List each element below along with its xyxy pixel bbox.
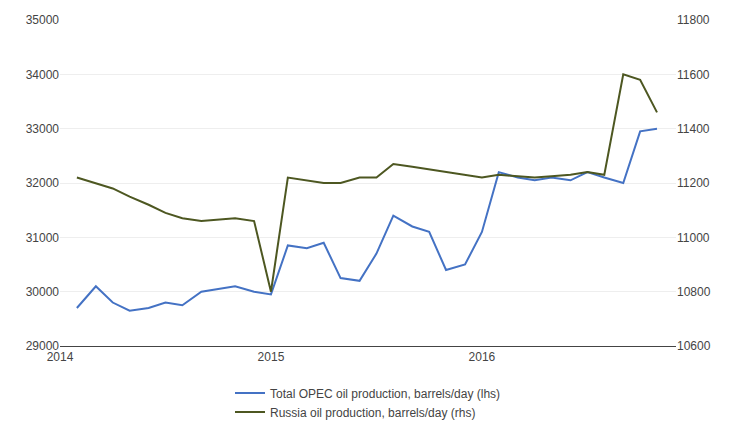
svg-text:29000: 29000 [26, 339, 60, 353]
svg-text:11600: 11600 [677, 68, 710, 82]
svg-text:11400: 11400 [677, 122, 710, 136]
svg-text:11800: 11800 [677, 13, 710, 27]
svg-text:32000: 32000 [26, 176, 60, 190]
svg-text:2014: 2014 [47, 350, 74, 364]
svg-text:11200: 11200 [677, 176, 710, 190]
svg-text:Total OPEC oil production, bar: Total OPEC oil production, barrels/day (… [270, 387, 500, 401]
svg-text:10600: 10600 [677, 339, 711, 353]
svg-text:30000: 30000 [26, 285, 60, 299]
svg-text:33000: 33000 [26, 122, 60, 136]
svg-text:2015: 2015 [258, 350, 285, 364]
svg-text:10800: 10800 [677, 285, 711, 299]
svg-text:2016: 2016 [469, 350, 496, 364]
svg-text:34000: 34000 [26, 68, 60, 82]
svg-text:Russia oil production, barrels: Russia oil production, barrels/day (rhs) [270, 406, 475, 420]
svg-text:31000: 31000 [26, 231, 60, 245]
svg-text:11000: 11000 [677, 231, 710, 245]
svg-text:35000: 35000 [26, 13, 60, 27]
